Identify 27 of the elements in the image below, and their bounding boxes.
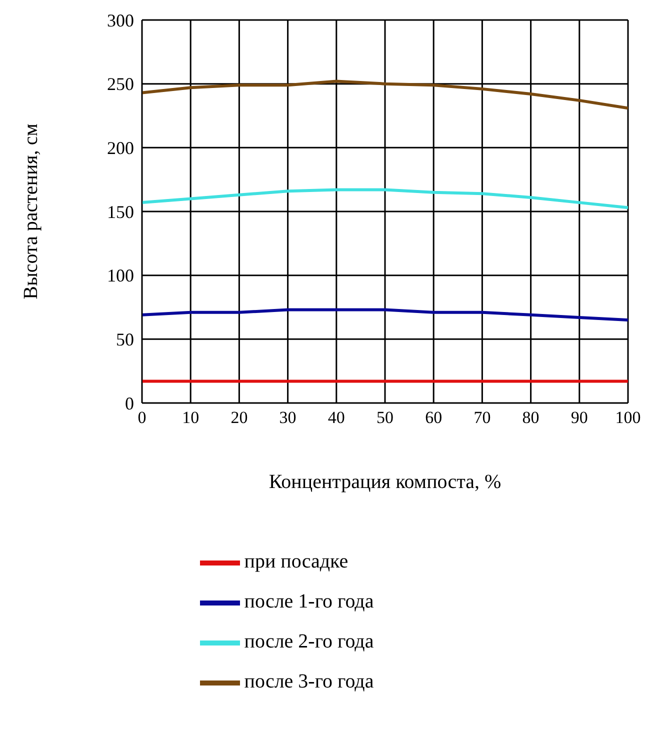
- legend-label: при посадке: [244, 550, 348, 573]
- legend-label: после 1-го года: [244, 590, 374, 613]
- y-tick-label: 200: [107, 138, 134, 158]
- y-tick-label: 50: [116, 330, 134, 350]
- line-series: [142, 80, 628, 110]
- line-series: [142, 188, 628, 210]
- legend-label: после 3-го года: [244, 670, 374, 693]
- y-tick-label: 150: [107, 202, 134, 222]
- x-axis-title: Концентрация компоста, %: [268, 471, 502, 493]
- x-tick-label: 70: [474, 408, 491, 428]
- y-tick-label: 250: [107, 74, 134, 94]
- x-tick-label: 60: [425, 408, 442, 428]
- x-tick-label: 80: [522, 408, 540, 428]
- x-tick-label: 0: [138, 408, 146, 428]
- x-tick-label: 40: [328, 408, 345, 428]
- x-tick-label: 100: [615, 408, 641, 428]
- y-tick-label: 0: [125, 393, 134, 414]
- x-tick-label: 90: [570, 408, 588, 428]
- y-tick-label: 300: [107, 10, 134, 30]
- x-tick-label: 10: [182, 408, 200, 428]
- x-tick-label: 50: [376, 408, 394, 428]
- x-tick-label: 20: [230, 408, 248, 428]
- y-tick-label: 100: [107, 266, 134, 286]
- legend-label: после 2-го года: [244, 630, 374, 653]
- y-axis-title: Высота растения, см: [20, 123, 42, 300]
- x-tick-label: 30: [279, 408, 296, 428]
- line-series: [142, 308, 628, 322]
